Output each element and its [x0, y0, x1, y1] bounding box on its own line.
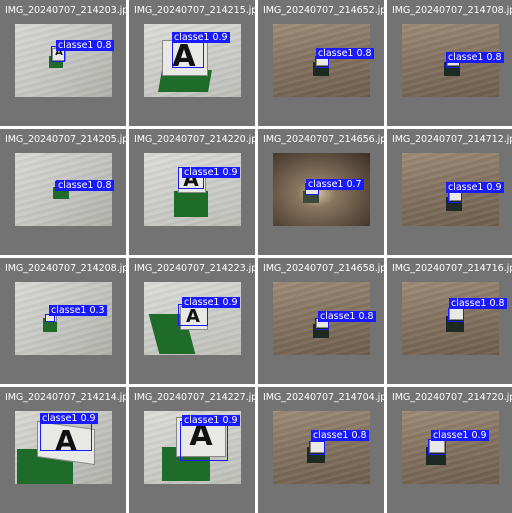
cube-letter: A	[55, 47, 63, 58]
detection-label: classe1 0.8	[56, 40, 114, 51]
result-tile[interactable]: IMG_20240707_214658.jpg classe1 0.8	[258, 258, 384, 384]
tile-photo	[273, 24, 370, 97]
detection-label: classe1 0.9	[40, 413, 98, 424]
bounding-box	[428, 439, 446, 455]
tile-filename: IMG_20240707_214658.jpg	[263, 263, 384, 274]
detection-label: classe1 0.8	[446, 52, 504, 63]
cube-letter: A	[186, 306, 200, 327]
result-tile[interactable]: IMG_20240707_214223.jpg A classe1 0.9	[129, 258, 255, 384]
tile-filename: IMG_20240707_214220.jpg	[134, 134, 255, 145]
tile-filename: IMG_20240707_214652.jpg	[263, 5, 384, 16]
tile-photo: A	[144, 282, 241, 355]
detection-label: classe1 0.9	[182, 297, 240, 308]
cube-letter: A	[55, 424, 77, 457]
detection-label: classe1 0.8	[56, 180, 114, 191]
tile-filename: IMG_20240707_214708.jpg	[392, 5, 512, 16]
tile-photo: A	[15, 24, 112, 97]
tile-photo: A	[144, 153, 241, 226]
detection-label: classe1 0.7	[306, 179, 364, 190]
tile-filename: IMG_20240707_214656.jpg	[263, 134, 384, 145]
result-tile[interactable]: IMG_20240707_214227.jpg A classe1 0.9	[129, 387, 255, 513]
tile-filename: IMG_20240707_214223.jpg	[134, 263, 255, 274]
detection-label: classe1 0.8	[316, 48, 374, 59]
detection-label: classe1 0.8	[449, 298, 507, 309]
result-tile[interactable]: IMG_20240707_214220.jpg A classe1 0.9	[129, 129, 255, 255]
detection-label: classe1 0.9	[172, 32, 230, 43]
detection-label: classe1 0.3	[49, 305, 107, 316]
tile-photo	[402, 282, 499, 355]
bounding-box	[309, 441, 325, 455]
tile-filename: IMG_20240707_214227.jpg	[134, 392, 255, 403]
tile-filename: IMG_20240707_214208.jpg	[5, 263, 126, 274]
result-tile[interactable]: IMG_20240707_214215.jpg A classe1 0.9	[129, 0, 255, 126]
tile-filename: IMG_20240707_214720.jpg	[392, 392, 512, 403]
detection-label: classe1 0.8	[318, 311, 376, 322]
bounding-box	[448, 308, 464, 322]
result-tile[interactable]: IMG_20240707_214656.jpg A classe1 0.7	[258, 129, 384, 255]
result-tile[interactable]: IMG_20240707_214214.jpg A classe1 0.9	[0, 387, 126, 513]
result-tile[interactable]: IMG_20240707_214652.jpg classe1 0.8	[258, 0, 384, 126]
detection-label: classe1 0.9	[182, 415, 240, 426]
detection-label: classe1 0.9	[446, 182, 504, 193]
tile-filename: IMG_20240707_214214.jpg	[5, 392, 126, 403]
tile-filename: IMG_20240707_214704.jpg	[263, 392, 384, 403]
detection-label: classe1 0.9	[182, 167, 240, 178]
result-tile[interactable]: IMG_20240707_214708.jpg classe1 0.8	[387, 0, 512, 126]
tile-photo	[273, 411, 370, 484]
result-tile[interactable]: IMG_20240707_214716.jpg classe1 0.8	[387, 258, 512, 384]
tile-filename: IMG_20240707_214205.jpg	[5, 134, 126, 145]
tile-photo	[15, 282, 112, 355]
result-tile[interactable]: IMG_20240707_214720.jpg classe1 0.9	[387, 387, 512, 513]
detection-label: classe1 0.8	[311, 430, 369, 441]
result-tile[interactable]: IMG_20240707_214205.jpg classe1 0.8	[0, 129, 126, 255]
tile-filename: IMG_20240707_214215.jpg	[134, 5, 255, 16]
cube-letter: A	[189, 418, 213, 453]
tile-filename: IMG_20240707_214712.jpg	[392, 134, 512, 145]
tile-filename: IMG_20240707_214203.jpg	[5, 5, 126, 16]
detection-label: classe1 0.9	[431, 430, 489, 441]
bounding-box	[180, 421, 228, 461]
result-tile[interactable]: IMG_20240707_214704.jpg classe1 0.8	[258, 387, 384, 513]
result-tile[interactable]: IMG_20240707_214203.jpg A classe1 0.8	[0, 0, 126, 126]
cube-letter: A	[172, 39, 196, 74]
result-tile[interactable]: IMG_20240707_214208.jpg classe1 0.3	[0, 258, 126, 384]
tile-photo	[402, 411, 499, 484]
tile-filename: IMG_20240707_214716.jpg	[392, 263, 512, 274]
bounding-box	[172, 42, 204, 68]
result-tile[interactable]: IMG_20240707_214712.jpg classe1 0.9	[387, 129, 512, 255]
